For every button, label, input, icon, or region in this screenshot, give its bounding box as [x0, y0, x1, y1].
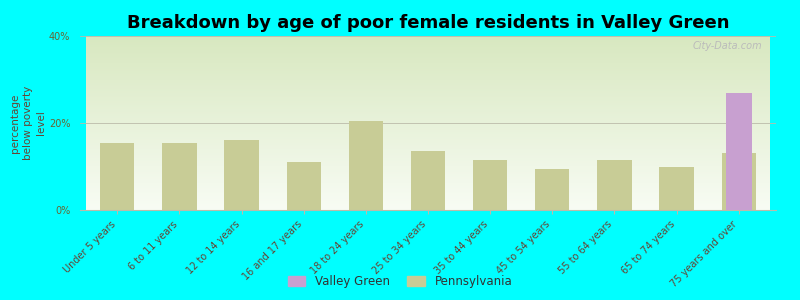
Text: City-Data.com: City-Data.com — [693, 41, 762, 51]
Bar — [722, 154, 756, 210]
Bar — [162, 142, 197, 210]
Bar — [598, 160, 631, 210]
Bar — [473, 160, 507, 210]
Bar — [659, 167, 694, 210]
Y-axis label: percentage
below poverty
level: percentage below poverty level — [10, 86, 46, 160]
Bar — [411, 151, 445, 210]
Bar — [100, 142, 134, 210]
Bar — [225, 140, 258, 210]
Bar — [286, 162, 321, 210]
Bar — [535, 169, 570, 210]
Bar — [726, 93, 751, 210]
Legend: Valley Green, Pennsylvania: Valley Green, Pennsylvania — [288, 275, 512, 288]
Title: Breakdown by age of poor female residents in Valley Green: Breakdown by age of poor female resident… — [126, 14, 730, 32]
Bar — [349, 121, 383, 210]
